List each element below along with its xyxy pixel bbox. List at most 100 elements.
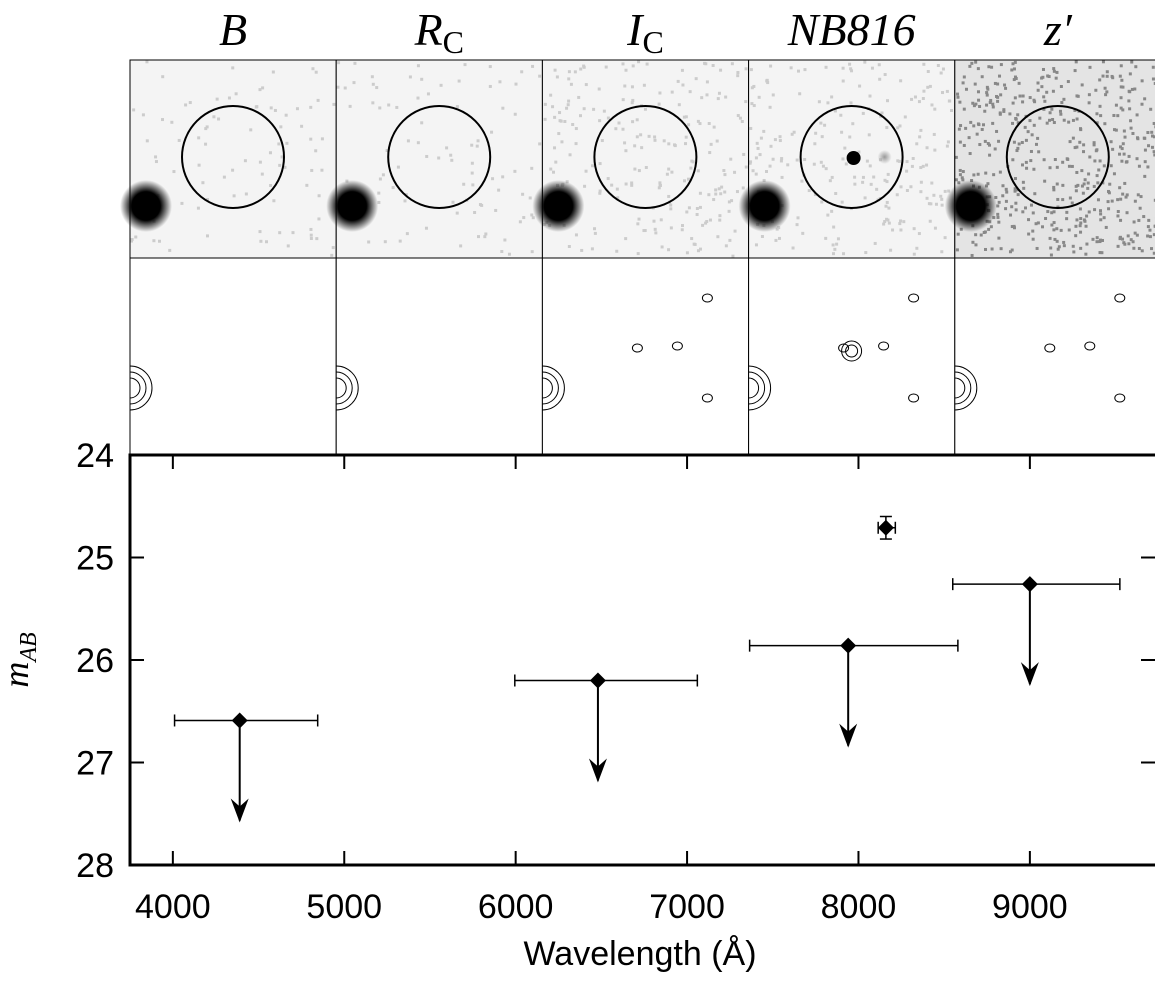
noise: [623, 84, 627, 88]
noise: [637, 169, 641, 173]
noise: [1062, 244, 1066, 248]
noise: [729, 157, 733, 161]
noise: [898, 222, 902, 226]
noise: [513, 169, 517, 173]
noise: [958, 100, 962, 104]
noise: [851, 122, 855, 126]
noise: [231, 168, 235, 172]
noise: [1129, 119, 1133, 123]
noise: [1020, 141, 1024, 145]
noise: [490, 130, 494, 134]
noise: [1094, 88, 1098, 92]
noise: [315, 237, 319, 241]
noise: [1073, 69, 1077, 73]
noise: [1014, 201, 1018, 205]
point: [877, 519, 894, 536]
panel-label: B: [219, 4, 247, 55]
noise: [606, 116, 610, 120]
noise: [513, 112, 517, 116]
noise: [775, 227, 779, 231]
noise: [754, 156, 758, 160]
noise: [381, 173, 385, 177]
noise: [371, 101, 375, 105]
noise: [976, 172, 980, 176]
noise: [1121, 192, 1125, 196]
noise: [795, 158, 799, 162]
noise: [970, 253, 974, 257]
noise: [1121, 237, 1125, 241]
noise: [972, 124, 976, 128]
noise: [1082, 143, 1086, 147]
noise: [642, 83, 646, 87]
noise: [741, 186, 745, 190]
noise: [692, 242, 696, 246]
noise: [1122, 129, 1126, 133]
noise: [814, 131, 818, 135]
noise: [943, 236, 947, 240]
noise: [819, 121, 823, 125]
noise: [1112, 172, 1116, 176]
noise: [332, 102, 336, 106]
noise: [188, 101, 192, 105]
noise: [1121, 85, 1125, 89]
noise: [736, 74, 740, 78]
noise: [768, 105, 772, 109]
noise: [984, 247, 988, 251]
noise: [653, 227, 657, 231]
noise: [543, 117, 547, 121]
noise: [778, 135, 782, 139]
noise: [295, 107, 299, 111]
noise: [698, 205, 702, 209]
contour: [954, 365, 978, 411]
noise: [624, 182, 628, 186]
noise: [1101, 74, 1105, 78]
y-tick-label: 27: [76, 745, 114, 783]
noise: [1073, 108, 1077, 112]
noise: [828, 179, 832, 183]
noise: [1082, 218, 1086, 222]
noise: [1114, 103, 1118, 107]
noise: [870, 66, 874, 70]
noise: [1055, 182, 1059, 186]
noise: [1070, 164, 1074, 168]
noise: [744, 100, 748, 104]
noise: [398, 239, 402, 243]
noise: [269, 106, 273, 110]
noise: [1066, 80, 1070, 84]
contour: [878, 341, 890, 351]
noise: [1027, 232, 1031, 236]
noise: [1055, 239, 1059, 243]
noise: [999, 247, 1003, 251]
noise: [977, 98, 981, 102]
noise: [621, 62, 625, 66]
noise: [685, 210, 689, 214]
contour: [129, 377, 141, 399]
noise: [331, 246, 335, 250]
noise: [1074, 189, 1078, 193]
noise: [919, 190, 923, 194]
noise: [1123, 242, 1127, 246]
noise: [1088, 65, 1092, 69]
noise: [958, 140, 962, 144]
noise: [1051, 118, 1055, 122]
noise: [314, 70, 318, 74]
noise: [1093, 159, 1097, 163]
noise: [669, 226, 673, 230]
noise: [928, 84, 932, 88]
noise: [530, 250, 534, 254]
noise: [824, 65, 828, 69]
noise: [883, 178, 887, 182]
noise: [978, 104, 982, 108]
noise: [839, 113, 843, 117]
noise: [343, 86, 347, 90]
noise: [696, 169, 700, 173]
point: [1021, 576, 1038, 593]
noise: [631, 120, 635, 124]
noise: [1080, 169, 1084, 173]
noise: [1048, 166, 1052, 170]
noise: [972, 173, 976, 177]
noise: [385, 148, 389, 152]
noise: [154, 160, 158, 164]
noise: [1070, 201, 1074, 205]
noise: [964, 87, 968, 91]
